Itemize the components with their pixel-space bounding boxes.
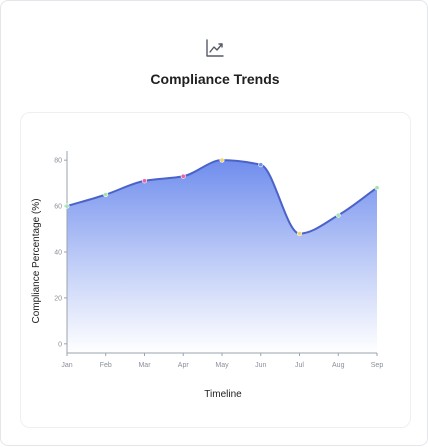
x-tick-label: Aug <box>332 362 345 369</box>
y-tick-label: 0 <box>58 341 62 348</box>
area-fill <box>67 160 377 353</box>
data-point <box>64 203 70 209</box>
x-tick-label: Feb <box>100 362 112 369</box>
x-tick-label: Apr <box>178 362 190 369</box>
chart-title: Compliance Trends <box>150 71 280 87</box>
data-point <box>374 185 380 191</box>
trending-up-icon <box>206 39 224 57</box>
x-tick-label: May <box>215 362 229 369</box>
x-tick-label: Mar <box>138 362 151 369</box>
data-point <box>335 212 341 218</box>
x-axis-title: Timeline <box>204 389 242 400</box>
data-point <box>180 173 186 179</box>
x-tick-label: Jan <box>61 362 72 369</box>
y-tick-label: 40 <box>54 250 62 257</box>
data-point <box>103 192 109 198</box>
y-tick-label: 60 <box>54 204 62 211</box>
data-point <box>142 178 148 184</box>
x-tick-label: Jul <box>295 362 304 369</box>
data-point <box>258 162 264 168</box>
y-axis-title: Compliance Percentage (%) <box>31 198 42 323</box>
data-point <box>219 157 225 163</box>
y-tick-label: 80 <box>54 158 62 165</box>
x-tick-label: Jun <box>255 362 266 369</box>
x-tick-label: Sep <box>371 362 384 369</box>
data-point <box>296 231 302 237</box>
y-tick-label: 20 <box>54 295 62 302</box>
